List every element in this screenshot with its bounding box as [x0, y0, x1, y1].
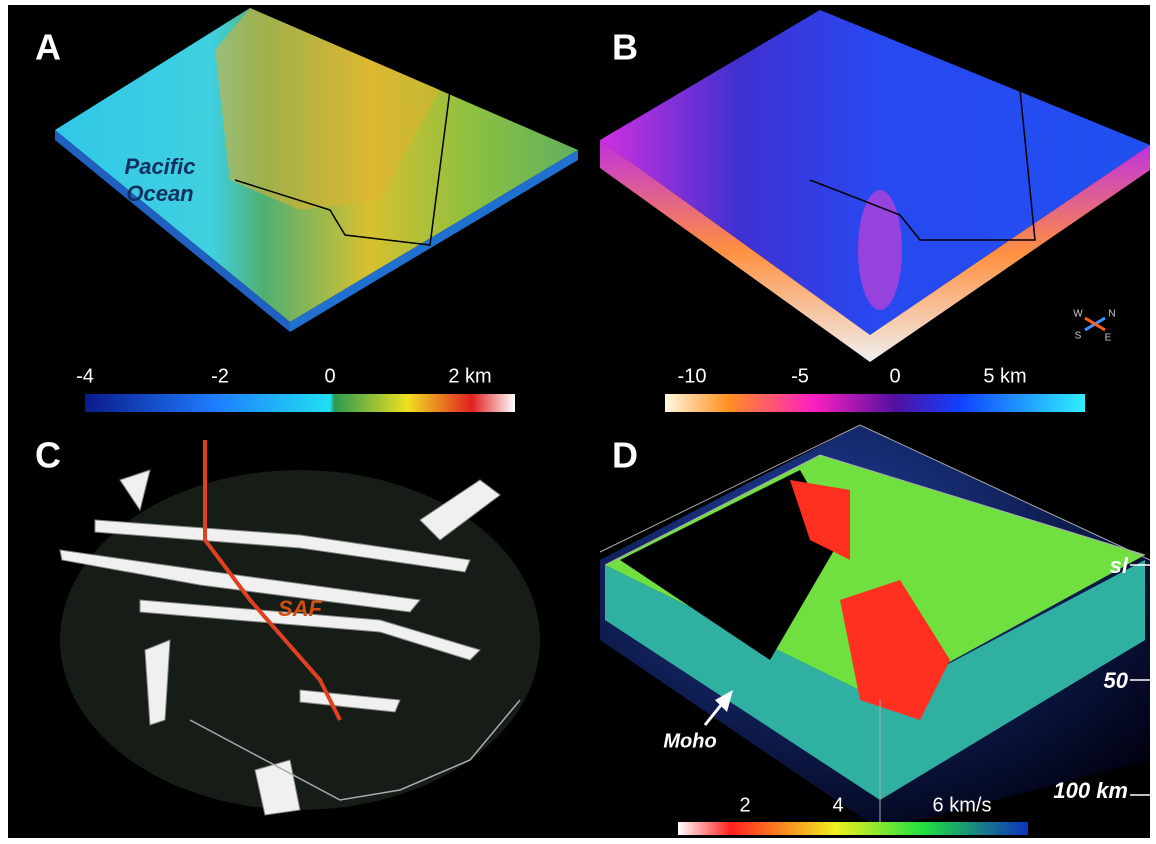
depth-label: 100 km: [1053, 778, 1128, 803]
colorbar-label: 2 km: [448, 365, 491, 387]
border: [234, 89, 451, 246]
box-edge: [604, 454, 1146, 566]
basin: [858, 190, 902, 310]
panel-a: A Pacific Ocean -4 -2 0 2 km: [35, 8, 578, 412]
masked-region: [620, 470, 840, 660]
annotation: Ocean: [126, 181, 193, 206]
compass-label: E: [1105, 333, 1112, 344]
colorbar: [85, 394, 515, 412]
fault: [299, 689, 401, 713]
colorbar-label: 0: [324, 365, 335, 387]
colorbar-label: -10: [678, 365, 707, 387]
terrain-side: [600, 140, 870, 362]
seismicity-cloud: [60, 470, 540, 810]
arrow-head: [715, 690, 733, 712]
fault: [419, 479, 501, 541]
depth-label: sl: [1110, 553, 1129, 578]
border: [189, 699, 521, 801]
panel-c: C SAF: [35, 435, 540, 816]
colorbar-label: 6 km/s: [933, 794, 992, 816]
border: [809, 89, 1036, 241]
colorbar-label: -5: [791, 365, 809, 387]
terrain-side: [870, 145, 1150, 362]
compass-label: S: [1075, 331, 1082, 342]
fault-surfaces: [59, 469, 501, 816]
colorbar: [665, 394, 1085, 412]
fault: [59, 549, 421, 613]
compass-label: W: [1073, 309, 1083, 320]
compass-label: N: [1108, 309, 1115, 320]
terrain-side: [290, 150, 578, 332]
colorbar-label: 5 km: [983, 365, 1026, 387]
colorbar: [678, 822, 1028, 835]
colorbar-label: -2: [211, 365, 229, 387]
box-edge: [599, 424, 1151, 561]
mountains: [215, 8, 440, 210]
annotation: Pacific: [125, 154, 196, 179]
low-velocity: [840, 580, 950, 720]
volume-side: [605, 560, 1145, 800]
fault: [254, 759, 301, 816]
fault: [119, 469, 151, 512]
fault: [94, 519, 471, 573]
annotation: Moho: [663, 730, 716, 752]
low-velocity: [790, 480, 850, 560]
colorbar-label: -4: [76, 365, 94, 387]
fault: [144, 639, 171, 726]
saf-trace: [203, 440, 342, 721]
annotation: SAF: [278, 596, 323, 621]
panel-label: B: [612, 27, 638, 68]
terrain-side: [55, 130, 290, 332]
terrain-top: [600, 10, 1150, 335]
fault: [139, 599, 481, 661]
colorbar-label: 4: [832, 794, 843, 816]
panel-label: D: [612, 435, 638, 476]
colorbar-label: 2: [739, 794, 750, 816]
panel-b: B W N S E -10 -5 0 5 km: [600, 10, 1150, 412]
panel-label: C: [35, 435, 61, 476]
panel-d: sl 50 100 km Moho D 2 4 6 km/s: [599, 424, 1151, 835]
compass: W N S E: [1073, 309, 1115, 344]
panel-label: A: [35, 27, 61, 68]
colorbar-label: 0: [889, 365, 900, 387]
depth-label: 50: [1104, 668, 1129, 693]
compass-needle: [1084, 316, 1106, 332]
